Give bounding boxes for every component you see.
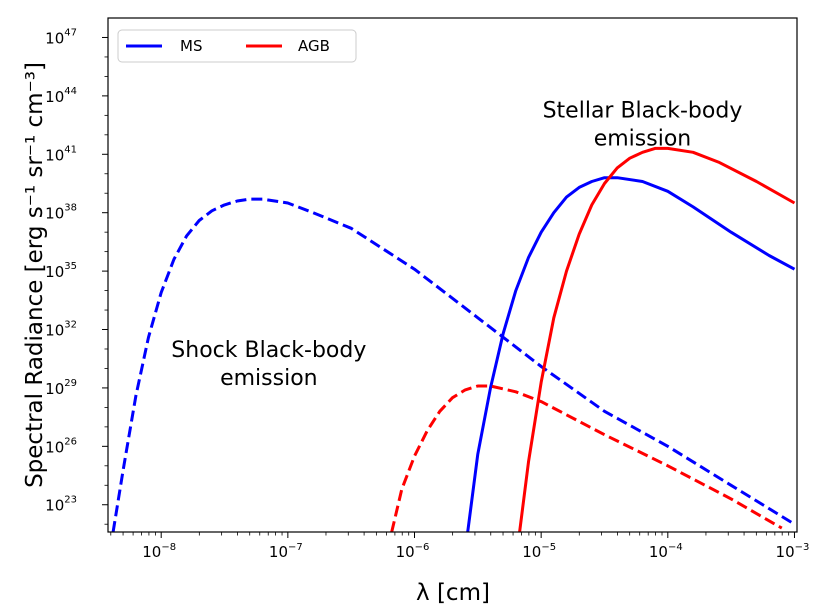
annotation-shock: Shock Black-body emission: [171, 338, 366, 391]
axes-frame: [107, 17, 798, 533]
series-line-ms-stellar: [466, 176, 796, 532]
x-tick-label: 10−8: [142, 542, 176, 561]
x-tick-label: 10−7: [269, 542, 303, 561]
y-tick-label: 1035: [45, 261, 77, 281]
y-tick-label: 1038: [45, 203, 77, 223]
x-tick-label: 10−6: [396, 542, 430, 561]
legend-label-agb: AGB: [298, 37, 330, 55]
legend-label-ms: MS: [180, 37, 202, 55]
y-axis-label: Spectral Radiance [erg s⁻¹ sr⁻¹ cm⁻³]: [22, 62, 48, 488]
plot-area: [111, 146, 796, 532]
y-tick-label: 1041: [45, 144, 77, 164]
y-tick-label: 1026: [45, 436, 77, 456]
y-tick-label: 1032: [45, 320, 77, 340]
series-line-agb-shock: [390, 384, 783, 532]
y-tick-label: 1029: [45, 378, 77, 398]
x-tick-label: 10−4: [649, 542, 683, 561]
x-axis-ticks: 10−8 10−7 10−6 10−5 10−4 10−3: [110, 532, 810, 561]
legend: MS AGB: [117, 29, 357, 63]
y-tick-label: 1044: [45, 86, 77, 106]
series-line-agb-stellar: [518, 146, 796, 532]
annotation-stellar: Stellar Black-body emission: [543, 98, 743, 151]
x-tick-label: 10−3: [776, 542, 810, 561]
legend-box: [117, 29, 357, 63]
x-tick-label: 10−5: [522, 542, 556, 561]
annotations: Stellar Black-body emission Shock Black-bo…: [171, 98, 742, 390]
series-line-ms-shock: [111, 197, 796, 532]
y-tick-label: 1023: [45, 495, 77, 515]
y-axis-ticks: 1023 1026 1029 1032 1035 1038 1041 1044 1047: [45, 27, 108, 525]
y-tick-label: 1047: [45, 27, 77, 47]
x-axis-label: λ [cm]: [416, 580, 490, 606]
